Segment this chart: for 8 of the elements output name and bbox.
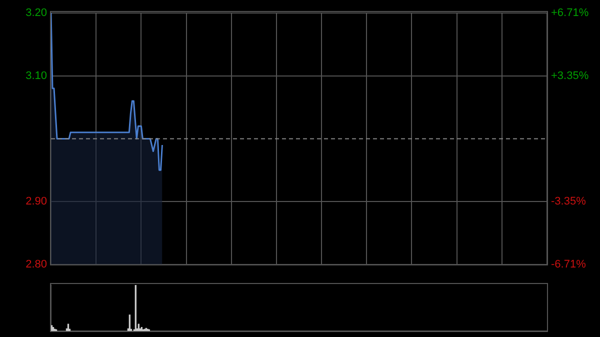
y-tick-label: 2.80 — [26, 258, 47, 270]
y2-tick-label: +6.71% — [551, 7, 589, 20]
y-tick-label: 3.10 — [26, 70, 47, 82]
y2-tick-label: +3.35% — [551, 70, 589, 82]
y2-tick-label: -3.35% — [551, 195, 586, 208]
y-tick-label: 3.20 — [26, 7, 47, 20]
y2-tick-label: -6.71% — [551, 258, 586, 270]
y-tick-label: 2.90 — [26, 196, 47, 208]
